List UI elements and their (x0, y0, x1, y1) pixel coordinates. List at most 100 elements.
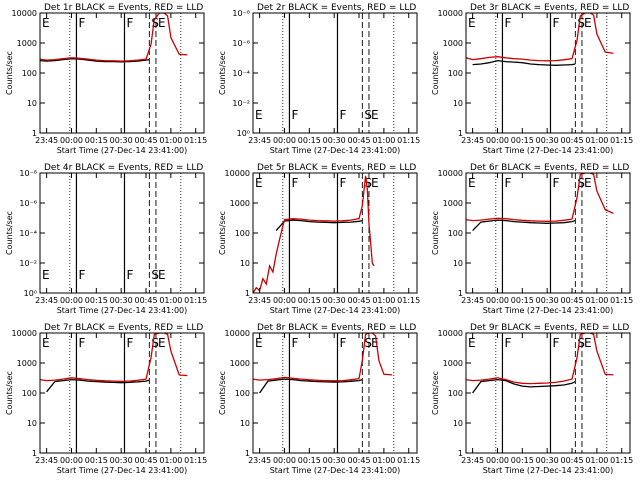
x-tick-label: 23:45 (248, 136, 271, 145)
x-tick-label: 00:45 (560, 136, 583, 145)
y-tick-label: 10 (240, 259, 250, 268)
x-tick-label: 00:45 (347, 296, 370, 305)
marker-label: E (158, 336, 166, 350)
panel-title: Det 5r BLACK = Events, RED = LLD (257, 163, 416, 173)
series-line-lld (40, 333, 188, 382)
y-tick-label: 1 (245, 449, 250, 458)
marker-label: F (78, 16, 85, 30)
marker-label: F (126, 16, 133, 30)
y-tick-label: 100 (448, 229, 463, 238)
y-tick-label: 10⁻⁸ (19, 169, 37, 178)
x-tick-label: 00:15 (298, 296, 321, 305)
series-line-lld (40, 13, 188, 62)
x-tick-label: 23:45 (461, 296, 484, 305)
series-line-events (275, 219, 363, 232)
y-tick-label: 100 (448, 69, 463, 78)
panel-title: Det 8r BLACK = Events, RED = LLD (257, 323, 416, 333)
panel-title: Det 7r BLACK = Events, RED = LLD (44, 323, 203, 333)
x-tick-label: 00:00 (273, 456, 296, 465)
x-axis-label: Start Time (27-Dec-14 23:41:00) (270, 146, 401, 155)
x-tick-label: 23:45 (461, 456, 484, 465)
x-tick-label: 00:00 (486, 456, 509, 465)
y-axis-label: Counts/sec (5, 371, 14, 415)
marker-label: E (42, 16, 50, 30)
x-tick-label: 00:15 (298, 456, 321, 465)
y-axis-label: Counts/sec (218, 51, 227, 95)
x-tick-label: 00:00 (486, 136, 509, 145)
y-tick-label: 10⁻² (19, 259, 37, 268)
y-tick-label: 10000 (438, 9, 463, 18)
y-tick-label: 10000 (438, 329, 463, 338)
marker-label: E (468, 336, 476, 350)
y-tick-label: 10 (240, 419, 250, 428)
x-tick-label: 01:00 (585, 456, 608, 465)
y-tick-label: 1000 (443, 199, 463, 208)
x-tick-label: 00:00 (273, 136, 296, 145)
x-tick-label: 00:15 (85, 136, 108, 145)
x-tick-label: 00:15 (511, 456, 534, 465)
x-tick-label: 00:15 (85, 296, 108, 305)
series-line-lld (253, 333, 393, 382)
marker-label: S (577, 336, 585, 350)
x-tick-label: 00:15 (511, 136, 534, 145)
marker-label: E (255, 336, 263, 350)
x-tick-label: 00:00 (60, 136, 83, 145)
x-axis-label: Start Time (27-Dec-14 23:41:00) (270, 466, 401, 475)
marker-label: E (584, 336, 592, 350)
y-tick-label: 1000 (230, 199, 250, 208)
marker-label: E (371, 176, 379, 190)
x-tick-label: 01:00 (585, 296, 608, 305)
x-tick-label: 00:45 (560, 456, 583, 465)
x-tick-label: 01:15 (397, 456, 420, 465)
x-tick-label: 01:15 (610, 296, 633, 305)
x-tick-label: 01:15 (610, 456, 633, 465)
x-axis-label: Start Time (27-Dec-14 23:41:00) (483, 146, 614, 155)
y-tick-label: 10⁻⁴ (19, 229, 37, 238)
y-tick-label: 1000 (443, 359, 463, 368)
x-axis-label: Start Time (27-Dec-14 23:41:00) (483, 306, 614, 315)
panel-title: Det 3r BLACK = Events, RED = LLD (470, 3, 629, 13)
marker-label: F (504, 176, 511, 190)
marker-label: F (552, 176, 559, 190)
y-axis-label: Counts/sec (218, 211, 227, 255)
y-tick-label: 10 (453, 419, 463, 428)
y-axis-label: Counts/sec (5, 211, 14, 255)
x-axis-label: Start Time (27-Dec-14 23:41:00) (483, 466, 614, 475)
x-axis-label: Start Time (27-Dec-14 23:41:00) (270, 306, 401, 315)
y-tick-label: 100 (235, 229, 250, 238)
x-tick-label: 00:00 (60, 456, 83, 465)
x-tick-label: 00:45 (134, 296, 157, 305)
x-tick-label: 00:30 (323, 136, 346, 145)
marker-label: S (577, 176, 585, 190)
x-axis-label: Start Time (27-Dec-14 23:41:00) (57, 466, 188, 475)
y-tick-label: 10⁰ (237, 129, 250, 138)
y-tick-label: 10⁻⁸ (232, 9, 250, 18)
marker-label: F (339, 176, 346, 190)
y-tick-label: 10 (453, 99, 463, 108)
marker-label: S (151, 268, 159, 282)
x-tick-label: 01:00 (585, 136, 608, 145)
x-tick-label: 00:30 (110, 136, 133, 145)
y-tick-label: 1000 (17, 359, 37, 368)
y-tick-label: 1000 (230, 359, 250, 368)
y-tick-label: 10 (27, 99, 37, 108)
x-tick-label: 01:15 (184, 296, 207, 305)
y-axis-label: Counts/sec (218, 371, 227, 415)
x-tick-label: 00:45 (560, 296, 583, 305)
x-axis-label: Start Time (27-Dec-14 23:41:00) (57, 306, 188, 315)
x-tick-label: 23:45 (35, 136, 58, 145)
marker-label: S (364, 336, 372, 350)
x-axis-label: Start Time (27-Dec-14 23:41:00) (57, 146, 188, 155)
series-line-lld (253, 175, 375, 293)
x-tick-label: 01:00 (159, 296, 182, 305)
y-axis-label: Counts/sec (431, 371, 440, 415)
series-line-events (259, 378, 363, 394)
y-tick-label: 1 (458, 289, 463, 298)
x-tick-label: 01:15 (397, 296, 420, 305)
marker-label: F (552, 16, 559, 30)
x-tick-label: 01:15 (184, 456, 207, 465)
